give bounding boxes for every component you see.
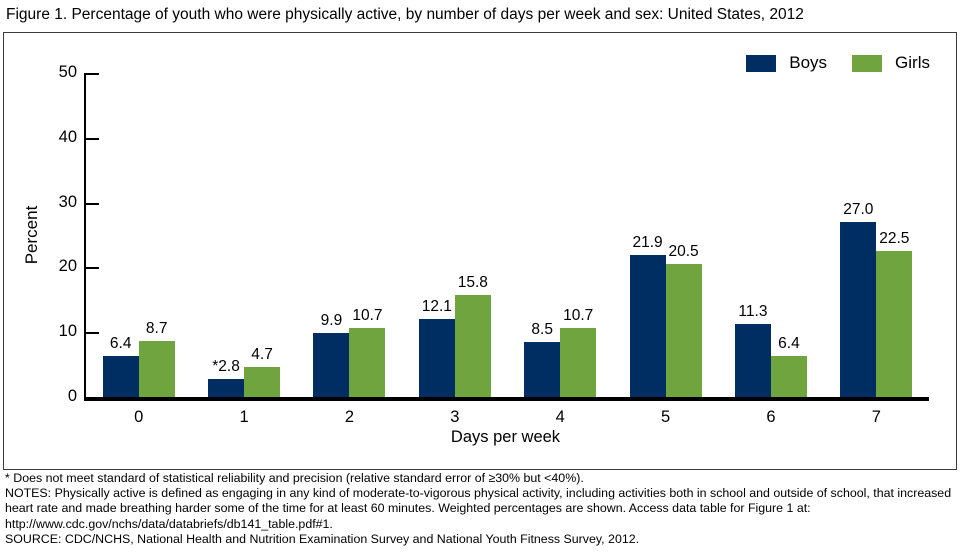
bar-girls-day-6: 6.4 [770,335,807,397]
y-tick-mark [86,332,99,335]
bar-value-label: 15.8 [457,273,488,291]
bar-group-day-6: 11.3 6.4 6 [718,73,823,426]
bar-value-label: 4.7 [251,345,273,363]
legend-item-girls: Girls [852,53,930,73]
bar-girls-day-1: 4.7 [244,346,281,397]
bar-boys-day-4: 8.5 [524,321,561,397]
y-tick-label: 0 [67,387,77,405]
footnotes: * Does not meet standard of statistical … [5,471,953,547]
legend-label-girls: Girls [895,53,930,72]
bar-group-day-1: *2.8 4.7 1 [191,73,296,426]
y-tick-label: 40 [58,127,77,146]
x-tick-label: 5 [660,408,671,426]
legend-swatch-boys [746,54,777,72]
legend-item-boys: Boys [746,53,827,73]
x-tick-label: 2 [344,408,355,426]
bar-group-day-3: 12.1 15.8 3 [402,73,507,426]
bar-value-label: 10.7 [563,306,594,324]
bar-boys-day-0: 6.4 [102,335,139,397]
y-tick-mark [86,73,99,75]
bar-value-label: 6.4 [109,334,132,352]
y-tick-mark [86,202,99,205]
bar-value-label: 8.5 [531,320,553,338]
bar-value-label: 20.5 [668,243,699,261]
x-tick-label: 7 [871,408,881,426]
bar-value-label: 6.4 [778,334,800,352]
legend: Boys Girls [746,53,930,73]
bar-group-day-5: 21.9 20.5 5 [613,73,718,426]
legend-swatch-girls [852,54,883,72]
y-tick-mark [86,267,99,270]
bar-boys-day-1: *2.8 [208,358,245,397]
legend-label-boys: Boys [789,53,828,72]
bar-girls-day-4: 10.7 [560,307,597,397]
bar-boys-day-6: 11.3 [734,303,771,397]
figure-title: Figure 1. Percentage of youth who were p… [6,6,804,23]
bar-group-day-4: 8.5 10.7 4 [508,73,613,426]
x-tick-label: 4 [555,408,565,426]
bar-value-label: 11.3 [738,302,768,320]
footnote-source: SOURCE: CDC/NCHS, National Health and Nu… [5,531,640,546]
y-tick-label: 20 [58,257,77,276]
bar-group-day-2: 9.9 10.7 2 [297,73,402,426]
plot-area: 0 10 20 30 40 50 6.4 8.7 0 *2.8 4.7 1 9.9 10.7 2 12.1 15… [59,63,929,426]
bar-girls-day-7: 22.5 [876,230,913,397]
bar-value-label: 8.7 [145,319,168,337]
x-tick-label: 6 [766,408,776,426]
bar-value-label: 21.9 [632,234,663,252]
bar-value-label: 12.1 [421,297,452,315]
bar-girls-day-5: 20.5 [665,243,702,397]
y-tick-label: 30 [58,192,77,211]
bar-boys-day-7: 27.0 [840,201,877,397]
bar-boys-day-2: 9.9 [313,312,350,397]
footnote-asterisk: * Does not meet standard of statistical … [5,471,584,485]
bar-value-label: 10.7 [352,306,383,324]
bar-value-label: 27.0 [843,201,874,219]
x-tick-label: 1 [239,408,249,426]
y-tick-label: 10 [58,322,77,341]
bar-value-label: 22.5 [879,230,910,248]
bar-value-label: 9.9 [320,311,343,329]
footnote-notes: NOTES: Physically active is defined as e… [5,486,952,531]
y-tick-label: 50 [58,63,77,81]
y-tick-mark [86,137,99,140]
bar-girls-day-3: 15.8 [454,274,491,397]
bar-boys-day-5: 21.9 [629,234,666,397]
y-axis-title: Percent [22,205,41,265]
bar-girls-day-0: 8.7 [138,320,175,397]
bar-boys-day-3: 12.1 [418,298,455,397]
bar-group-day-7: 27.0 22.5 7 [824,73,929,426]
x-axis-title: Days per week [450,428,561,446]
bar-value-label: *2.8 [212,357,240,375]
bar-group-day-0: 6.4 8.7 0 [86,73,191,426]
bar-girls-day-2: 10.7 [349,307,386,397]
x-tick-label: 3 [450,408,460,426]
x-tick-label: 0 [134,408,144,426]
chart-box: Boys Girls Percent 0 10 20 30 40 50 6.4 8.7 0 *2.… [3,32,957,470]
